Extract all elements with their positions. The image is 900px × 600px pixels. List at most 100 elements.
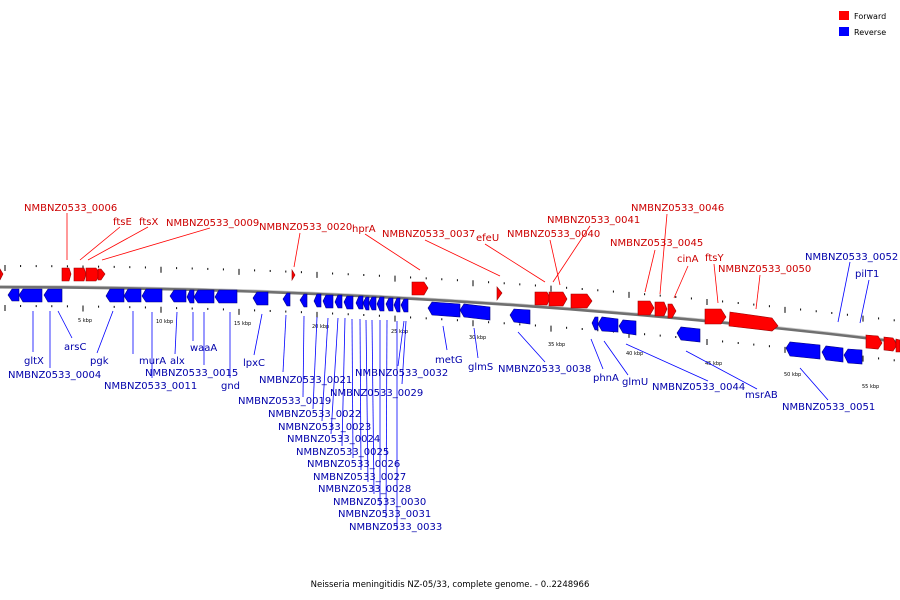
gene-arrow-forward[interactable] (73, 267, 87, 282)
gene-arrow-forward[interactable] (865, 334, 883, 350)
gene-label-reverse[interactable]: gltX (24, 356, 44, 367)
gene-arrow-reverse[interactable] (299, 293, 308, 308)
gene-label-reverse[interactable]: NMBNZ0533_0029 (330, 388, 423, 399)
gene-arrow-reverse[interactable] (459, 303, 491, 321)
gene-label-reverse[interactable]: NMBNZ0533_0015 (145, 368, 238, 379)
gene-label-reverse[interactable]: NMBNZ0533_0024 (287, 434, 380, 445)
gene-arrow-reverse[interactable] (252, 291, 269, 306)
gene-arrow-reverse[interactable] (43, 288, 63, 303)
gene-arrow-reverse[interactable] (186, 289, 195, 304)
gene-arrow-forward[interactable] (883, 336, 898, 352)
gene-label-reverse[interactable]: NMBNZ0533_0031 (338, 509, 431, 520)
gene-arrow-reverse[interactable] (322, 294, 334, 309)
gene-label-reverse[interactable]: murA (139, 356, 166, 367)
gene-label-reverse[interactable]: waaA (190, 343, 217, 354)
gene-arrow-forward[interactable] (654, 301, 668, 317)
gene-arrow-forward[interactable] (97, 268, 106, 281)
gene-label-forward[interactable]: NMBNZ0533_0037 (382, 229, 475, 240)
gene-arrow-reverse[interactable] (193, 289, 215, 304)
gene-arrow-reverse[interactable] (343, 295, 354, 310)
gene-label-reverse[interactable]: NMBNZ0533_0011 (104, 381, 197, 392)
gene-label-reverse[interactable]: NMBNZ0533_0052 (805, 252, 898, 263)
gene-label-reverse[interactable]: arsC (64, 342, 86, 353)
gene-arrow-reverse[interactable] (282, 292, 291, 307)
gene-label-forward[interactable]: NMBNZ0533_0006 (24, 203, 117, 214)
gene-label-forward[interactable]: hprA (352, 224, 376, 235)
gene-label-reverse[interactable]: NMBNZ0533_0044 (652, 382, 745, 393)
gene-arrow-reverse[interactable] (123, 288, 142, 303)
gene-arrow-reverse[interactable] (597, 316, 619, 333)
gene-label-forward[interactable]: NMBNZ0533_0046 (631, 203, 724, 214)
gene-arrow-reverse[interactable] (400, 298, 409, 313)
gene-arrow-forward[interactable] (704, 308, 727, 325)
gene-label-forward[interactable]: NMBNZ0533_0020 (259, 222, 352, 233)
gene-label-reverse[interactable]: glmU (622, 377, 648, 388)
gene-arrow-reverse[interactable] (105, 288, 125, 303)
gene-label-forward[interactable]: ftsX (139, 217, 158, 228)
gene-arrow-reverse[interactable] (7, 288, 20, 302)
gene-arrow-forward[interactable] (895, 338, 900, 353)
gene-arrow-reverse[interactable] (785, 341, 821, 360)
gene-label-reverse[interactable]: NMBNZ0533_0022 (268, 409, 361, 420)
gene-label-forward[interactable]: NMBNZ0533_0009 (166, 218, 259, 229)
gene-arrow-forward[interactable] (570, 293, 593, 309)
gene-arrow-forward[interactable] (534, 291, 551, 306)
gene-label-reverse[interactable]: metG (435, 355, 463, 366)
gene-arrow-reverse[interactable] (214, 289, 238, 304)
gene-label-reverse[interactable]: NMBNZ0533_0027 (313, 472, 406, 483)
gene-label-reverse[interactable]: NMBNZ0533_0023 (278, 422, 371, 433)
gene-arrow-forward[interactable] (411, 281, 429, 296)
gene-label-reverse[interactable]: NMBNZ0533_0004 (8, 370, 101, 381)
gene-arrow-reverse[interactable] (676, 326, 701, 343)
gene-arrow-reverse[interactable] (334, 294, 343, 309)
gene-label-forward[interactable]: NMBNZ0533_0041 (547, 215, 640, 226)
gene-arrow-reverse[interactable] (169, 289, 187, 303)
gene-label-reverse[interactable]: NMBNZ0533_0019 (238, 396, 331, 407)
gene-label-reverse[interactable]: NMBNZ0533_0038 (498, 364, 591, 375)
gene-label-reverse[interactable]: msrAB (745, 390, 778, 401)
gene-label-reverse[interactable]: NMBNZ0533_0033 (349, 522, 442, 533)
gene-label-forward[interactable]: NMBNZ0533_0045 (610, 238, 703, 249)
gene-arrow-forward[interactable] (0, 268, 4, 281)
gene-label-reverse[interactable]: NMBNZ0533_0028 (318, 484, 411, 495)
gene-label-reverse[interactable]: glmS (468, 362, 493, 373)
gene-label-forward[interactable]: cinA (677, 254, 699, 265)
gene-arrow-reverse[interactable] (141, 288, 163, 303)
gene-arrow-reverse[interactable] (843, 348, 863, 365)
gene-label-reverse[interactable]: alx (170, 356, 185, 367)
gene-label-reverse[interactable]: NMBNZ0533_0026 (307, 459, 400, 470)
gene-arrow-reverse[interactable] (618, 319, 637, 336)
gene-arrow-reverse[interactable] (376, 296, 385, 312)
gene-arrow-reverse[interactable] (313, 293, 322, 308)
gene-label-forward[interactable]: efeU (476, 233, 499, 244)
gene-label-forward[interactable]: ftsY (705, 253, 724, 264)
gene-label-reverse[interactable]: NMBNZ0533_0051 (782, 402, 875, 413)
gene-arrow-reverse[interactable] (368, 296, 377, 311)
gene-arrow-reverse[interactable] (18, 288, 43, 303)
gene-arrow-forward[interactable] (291, 268, 296, 282)
gene-arrow-reverse[interactable] (355, 295, 364, 310)
gene-arrow-reverse[interactable] (427, 301, 461, 318)
gene-arrow-forward[interactable] (728, 311, 779, 332)
gene-label-forward[interactable]: NMBNZ0533_0050 (718, 264, 811, 275)
gene-arrow-forward[interactable] (548, 291, 568, 307)
gene-label-reverse[interactable]: NMBNZ0533_0021 (259, 375, 352, 386)
gene-label-reverse[interactable]: NMBNZ0533_0025 (296, 447, 389, 458)
gene-arrow-reverse[interactable] (362, 296, 370, 311)
gene-arrow-forward[interactable] (667, 303, 677, 319)
gene-label-reverse[interactable]: NMBNZ0533_0030 (333, 497, 426, 508)
gene-label-reverse[interactable]: NMBNZ0533_0032 (355, 368, 448, 379)
gene-arrow-reverse[interactable] (591, 316, 599, 331)
gene-arrow-forward[interactable] (61, 267, 72, 282)
gene-arrow-reverse[interactable] (393, 297, 401, 313)
gene-arrow-forward[interactable] (496, 286, 503, 301)
gene-label-forward[interactable]: NMBNZ0533_0040 (507, 229, 600, 240)
gene-label-forward[interactable]: ftsE (113, 217, 132, 228)
gene-label-reverse[interactable]: pilT1 (855, 269, 879, 280)
gene-arrow-reverse[interactable] (385, 297, 394, 312)
gene-label-reverse[interactable]: phnA (593, 373, 619, 384)
gene-label-reverse[interactable]: lpxC (243, 358, 265, 369)
gene-label-reverse[interactable]: gnd (221, 381, 240, 392)
gene-label-reverse[interactable]: pgk (90, 356, 109, 367)
gene-arrow-forward[interactable] (637, 300, 655, 316)
